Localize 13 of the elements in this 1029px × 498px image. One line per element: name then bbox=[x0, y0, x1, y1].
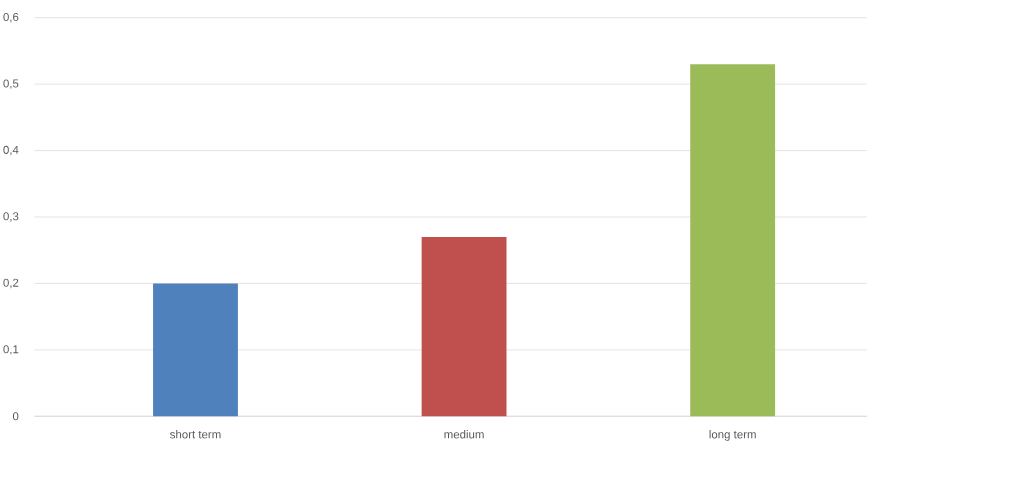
y-tick-label: 0,4 bbox=[3, 146, 19, 156]
x-tick-label: long term bbox=[709, 430, 756, 441]
y-tick-label: 0,3 bbox=[3, 212, 19, 222]
y-tick-label: 0,1 bbox=[3, 345, 19, 355]
bar bbox=[690, 64, 776, 417]
y-tick-label: 0,5 bbox=[3, 79, 19, 90]
x-tick-label: medium bbox=[444, 430, 484, 439]
y-tick-label: 0,2 bbox=[3, 278, 19, 289]
x-tick-label: short term bbox=[170, 430, 221, 439]
y-tick-label: 0,6 bbox=[3, 13, 19, 23]
bar bbox=[153, 283, 238, 417]
bar bbox=[421, 237, 507, 417]
y-tick-label: 0 bbox=[12, 412, 19, 421]
